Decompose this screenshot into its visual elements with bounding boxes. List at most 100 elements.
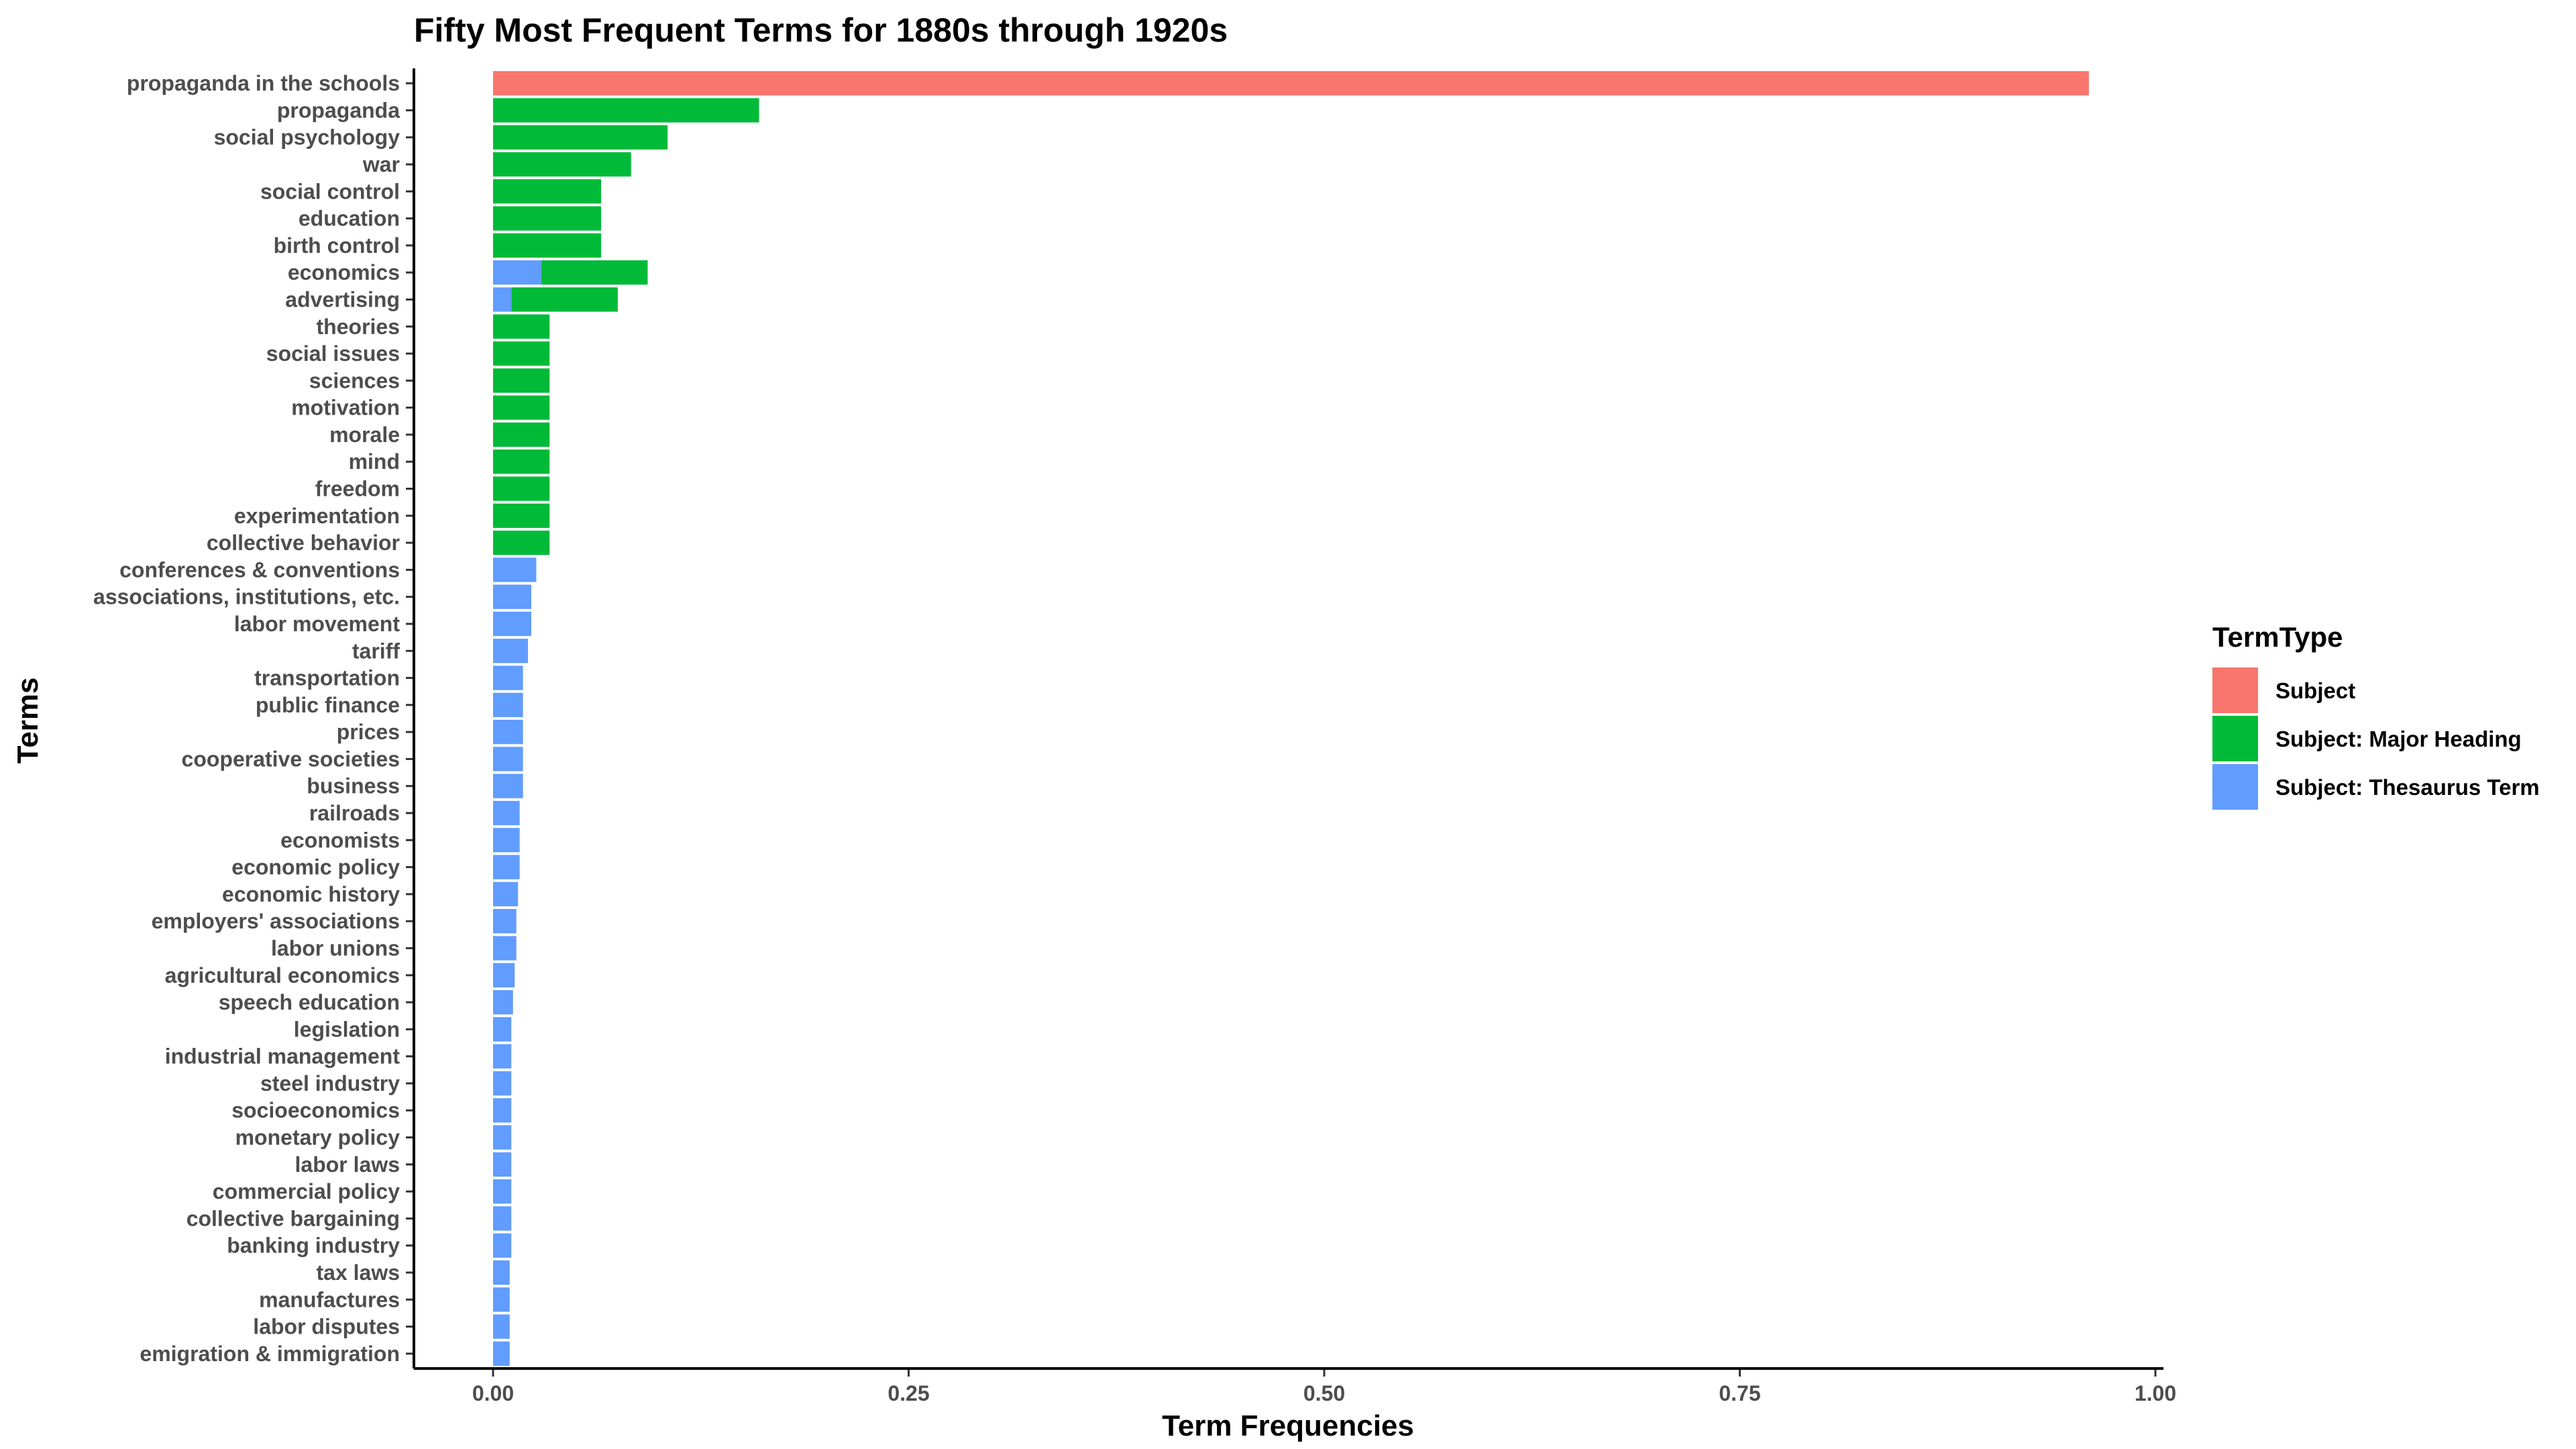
bars-layer <box>493 71 2089 1366</box>
category-label: economic policy <box>231 855 400 879</box>
bar-segment <box>493 1044 512 1069</box>
category-label: labor disputes <box>253 1315 400 1339</box>
legend-swatch <box>2212 667 2258 713</box>
bar-segment <box>493 125 668 150</box>
category-label: public finance <box>256 693 400 717</box>
category-label: legislation <box>294 1017 400 1041</box>
category-label: cooperative societies <box>182 747 400 771</box>
legend-swatch <box>2212 764 2258 810</box>
category-labels: propaganda in the schools propaganda socia… <box>93 71 414 1366</box>
legend-label: Subject: Thesaurus Term <box>2275 775 2540 800</box>
category-label: collective bargaining <box>186 1206 400 1230</box>
category-label: education <box>299 207 400 231</box>
category-label: associations, institutions, etc. <box>93 585 400 609</box>
bar-segment <box>493 1341 510 1366</box>
category-label: manufactures <box>259 1287 400 1311</box>
category-label: advertising <box>285 287 400 311</box>
bar-segment <box>493 1206 512 1231</box>
bar-segment <box>493 341 550 366</box>
category-label: propaganda <box>277 98 400 122</box>
bar-segment <box>493 828 520 853</box>
bar-segment <box>493 260 541 285</box>
category-label: steel industry <box>260 1071 400 1095</box>
bar-segment <box>493 98 759 123</box>
category-label: prices <box>337 720 400 744</box>
bar-segment <box>493 611 531 637</box>
bar-segment <box>493 1287 510 1312</box>
legend-items: Subject Subject: Major Heading Subject: Th… <box>2212 667 2540 810</box>
category-label: emigration & immigration <box>140 1342 400 1366</box>
legend-title: TermType <box>2212 621 2343 653</box>
x-tick-label: 1.00 <box>2135 1381 2176 1405</box>
bar-segment <box>493 1260 510 1285</box>
x-tick-label: 0.00 <box>472 1381 514 1405</box>
x-tick-label: 0.75 <box>1719 1381 1760 1405</box>
bar-segment <box>493 1152 512 1177</box>
bar-segment <box>493 449 550 474</box>
category-label: commercial policy <box>213 1179 400 1203</box>
category-label: speech education <box>219 990 400 1014</box>
x-tick-label: 0.50 <box>1303 1381 1345 1405</box>
category-label: freedom <box>315 477 400 501</box>
category-label: employers' associations <box>152 909 400 933</box>
category-label: economic history <box>222 882 400 906</box>
bar-segment <box>493 692 523 717</box>
bar-segment <box>493 1017 512 1042</box>
bar-segment <box>493 1098 512 1123</box>
category-label: business <box>307 774 400 798</box>
bar-segment <box>493 233 602 258</box>
bar-segment <box>493 557 537 582</box>
bar-segment <box>493 1233 512 1258</box>
category-label: agricultural economics <box>165 963 400 987</box>
category-label: monetary policy <box>235 1126 400 1150</box>
bar-segment <box>493 206 602 231</box>
category-label: labor unions <box>271 936 400 960</box>
category-label: labor movement <box>234 612 400 636</box>
legend-label: Subject: Major Heading <box>2275 727 2522 751</box>
legend-swatch <box>2212 716 2258 761</box>
x-axis-title: Term Frequencies <box>1162 1409 1414 1442</box>
category-label: morale <box>329 423 400 447</box>
x-axis-ticks: 0.00 0.25 0.50 0.75 1.00 <box>472 1368 2176 1405</box>
category-label: economists <box>280 828 400 852</box>
chart-title: Fifty Most Frequent Terms for 1880s thro… <box>414 11 1228 49</box>
bar-segment <box>493 665 523 690</box>
bar-segment <box>493 989 513 1015</box>
category-label: propaganda in the schools <box>127 71 400 95</box>
bar-segment <box>493 71 2089 96</box>
category-label: industrial management <box>165 1044 400 1069</box>
bar-segment <box>493 747 523 771</box>
legend-label: Subject <box>2275 678 2355 703</box>
bar-segment <box>493 503 550 528</box>
bar-segment <box>493 855 520 879</box>
bar-segment <box>493 800 520 826</box>
bar-segment <box>493 1179 512 1204</box>
bar-segment <box>493 1314 510 1339</box>
bar-segment <box>493 422 550 447</box>
bar-segment <box>493 881 519 907</box>
category-label: sciences <box>309 368 400 392</box>
bar-segment <box>541 260 648 285</box>
bar-segment <box>493 1125 512 1150</box>
bar-segment <box>493 314 550 339</box>
category-label: tax laws <box>316 1260 400 1285</box>
x-tick-label: 0.25 <box>888 1381 929 1405</box>
category-label: experimentation <box>234 504 400 528</box>
category-label: tariff <box>352 639 400 663</box>
bar-segment <box>493 773 523 798</box>
bar-segment <box>493 1071 512 1096</box>
category-label: transportation <box>254 666 400 690</box>
bar-segment <box>493 395 550 420</box>
category-label: socioeconomics <box>231 1098 400 1122</box>
category-label: conferences & conventions <box>119 557 400 582</box>
category-label: birth control <box>274 233 400 258</box>
bar-segment <box>511 287 618 312</box>
category-label: railroads <box>309 801 400 825</box>
category-label: motivation <box>291 396 400 420</box>
category-label: social control <box>260 179 400 203</box>
bar-segment <box>493 530 550 555</box>
bar-segment <box>493 639 529 663</box>
bar-segment <box>493 720 523 745</box>
